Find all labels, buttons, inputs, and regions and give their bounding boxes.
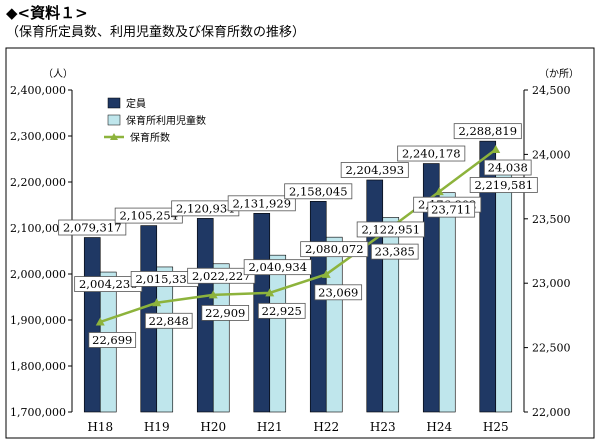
x-tick-label: H25 <box>483 420 509 434</box>
data-label-enrollment: 2,040,934 <box>248 260 307 274</box>
bar-capacity <box>309 200 327 413</box>
y-tick-left-label: 2,100,000 <box>10 222 66 235</box>
bar-enrollment <box>269 254 287 413</box>
data-label-facilities: 24,038 <box>488 161 528 175</box>
data-label-facilities-box <box>201 305 250 321</box>
data-label-capacity-box <box>284 183 353 200</box>
data-label-capacity: 2,288,819 <box>458 124 517 138</box>
x-tick-label: H23 <box>370 420 396 434</box>
data-label-enrollment: 2,022,227 <box>192 269 251 283</box>
legend-label-facilities: 保育所数 <box>130 131 170 144</box>
data-label-enrollment-box <box>187 267 256 284</box>
data-label-enrollment-box <box>469 177 538 193</box>
data-label-capacity: 2,158,045 <box>289 184 348 198</box>
y-tick-right-label: 23,500 <box>532 213 571 226</box>
y-tick-left-label: 2,000,000 <box>10 268 66 281</box>
data-label-capacity: 2,240,178 <box>402 147 461 161</box>
data-label-capacity-box <box>227 195 296 212</box>
bar-enrollment <box>438 192 456 413</box>
line-point-facilities <box>208 290 218 299</box>
data-label-capacity: 2,204,393 <box>345 163 404 177</box>
y-axis-left: 1,700,000 1,800,000 1,900,000 2,000,000 2,10… <box>10 84 73 419</box>
page-subtitle: （保育所定員数、利用児童数及び保育所数の推移） <box>6 25 306 40</box>
data-label-enrollment: 2,122,951 <box>361 222 420 236</box>
data-label-capacity-box <box>453 123 522 140</box>
data-label-enrollment-box <box>300 241 369 258</box>
data-label-facilities: 23,711 <box>431 203 471 217</box>
x-tick-label: H21 <box>257 420 283 434</box>
bar-capacity <box>366 179 384 413</box>
x-tick-label: H19 <box>144 420 170 434</box>
page-title: ◆<資料１> <box>6 4 88 22</box>
data-label-facilities: 23,069 <box>318 285 358 299</box>
y-tick-right-label: 23,000 <box>532 277 571 290</box>
bar-enrollment <box>382 217 400 413</box>
data-label-capacity: 2,131,929 <box>232 196 291 210</box>
data-label-capacity: 2,120,934 <box>176 201 235 215</box>
line-point-facilities <box>491 145 501 154</box>
legend-label-enrollment: 保育所利用児童数 <box>126 114 206 127</box>
legend-marker-facilities <box>110 133 118 140</box>
line-point-facilities <box>95 317 105 326</box>
legend-swatch-capacity <box>107 97 121 109</box>
y-tick-left-label: 1,900,000 <box>10 314 66 327</box>
bar-enrollment <box>495 172 513 413</box>
bar-enrollment <box>212 263 230 413</box>
data-label-enrollment-box <box>356 221 425 238</box>
data-label-facilities: 22,925 <box>262 304 302 318</box>
data-label-enrollment-box <box>243 259 312 276</box>
y-tick-right-label: 22,500 <box>532 342 571 355</box>
data-label-facilities: 22,909 <box>205 306 245 320</box>
y-tick-left-label: 2,400,000 <box>10 84 66 97</box>
y-axis-right: 22,000 22,500 23,000 23,500 24,000 24,500 <box>523 84 571 419</box>
line-point-facilities <box>434 187 444 196</box>
data-labels-group: 2,079,317 2,004,238 22,699 2,105,254 2,015,3… <box>58 123 538 348</box>
data-label-capacity: 2,105,254 <box>119 209 178 223</box>
x-axis: H18 H19 H20 H21 H22 H23 H24 H25 <box>87 420 508 434</box>
data-label-facilities: 22,699 <box>92 333 132 347</box>
data-label-facilities-box <box>314 284 363 301</box>
data-label-capacity-box <box>58 219 127 236</box>
y-tick-right-label: 22,000 <box>532 406 571 419</box>
line-point-facilities <box>152 298 162 307</box>
y-tick-right-label: 24,000 <box>532 148 571 161</box>
data-label-facilities-box <box>257 302 306 319</box>
data-label-facilities-box <box>483 159 532 176</box>
data-label-capacity-box <box>397 145 466 162</box>
line-point-facilities <box>265 288 275 297</box>
data-label-capacity-box <box>340 162 409 178</box>
y-axis-left-unit: （人） <box>43 68 73 80</box>
data-label-enrollment: 2,004,238 <box>79 277 138 291</box>
x-tick-label: H24 <box>426 420 452 434</box>
data-label-facilities-box <box>88 332 137 348</box>
line-point-facilities <box>321 269 331 278</box>
bar-enrollment <box>325 236 343 413</box>
data-label-facilities-box <box>144 312 193 329</box>
data-label-enrollment: 2,015,337 <box>135 272 194 286</box>
y-tick-left-label: 1,700,000 <box>10 406 66 419</box>
legend-swatch-enrollment <box>107 114 121 126</box>
data-label-facilities-box <box>370 243 419 260</box>
data-label-enrollment: 2,219,581 <box>474 178 533 192</box>
bar-enrollment <box>156 266 174 413</box>
x-tick-label: H22 <box>313 420 339 434</box>
chart-frame <box>5 47 595 439</box>
data-label-facilities: 22,848 <box>149 314 189 328</box>
y-axis-right-unit: （か所） <box>539 68 579 80</box>
y-tick-left-label: 2,300,000 <box>10 130 66 143</box>
data-label-capacity: 2,079,317 <box>63 221 122 235</box>
x-tick-label: H18 <box>87 420 113 434</box>
y-tick-left-label: 2,200,000 <box>10 176 66 189</box>
y-tick-left-label: 1,800,000 <box>10 360 66 373</box>
data-label-facilities-box <box>427 201 476 218</box>
legend-label-capacity: 定員 <box>126 97 146 110</box>
y-tick-right-label: 24,500 <box>532 84 571 97</box>
data-label-facilities: 23,385 <box>375 245 415 259</box>
data-label-enrollment: 2,080,072 <box>305 242 364 256</box>
x-tick-label: H20 <box>200 420 226 434</box>
